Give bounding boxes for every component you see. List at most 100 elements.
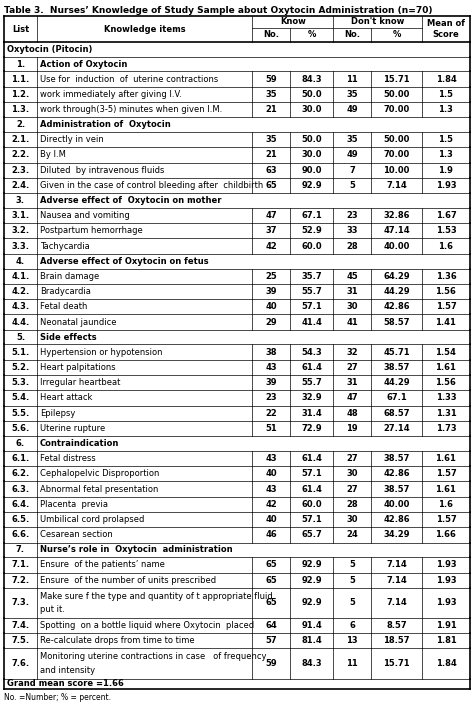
Text: Re-calculate drops from time to time: Re-calculate drops from time to time [40, 636, 194, 646]
Text: 44.29: 44.29 [383, 287, 410, 296]
Text: 1.6: 1.6 [438, 500, 454, 509]
Text: work through(3-5) minutes when given I.M.: work through(3-5) minutes when given I.M… [40, 105, 222, 114]
Text: No. =Number; % = percent.: No. =Number; % = percent. [4, 693, 111, 702]
Text: Abnormal fetal presentation: Abnormal fetal presentation [40, 484, 158, 493]
Text: Action of Oxytocin: Action of Oxytocin [40, 59, 128, 69]
Text: 4.: 4. [16, 257, 25, 266]
Text: 5.2.: 5.2. [11, 362, 29, 372]
Text: 1.57: 1.57 [436, 302, 456, 312]
Text: 2.: 2. [16, 120, 25, 129]
Text: 84.3: 84.3 [301, 659, 322, 668]
Text: 42: 42 [265, 241, 277, 251]
Text: 40: 40 [265, 515, 277, 524]
Text: 50.00: 50.00 [383, 90, 410, 99]
Text: 18.57: 18.57 [383, 636, 410, 646]
Text: By I.M: By I.M [40, 151, 66, 159]
Text: Spotting  on a bottle liquid where Oxytocin  placed: Spotting on a bottle liquid where Oxytoc… [40, 621, 254, 630]
Text: 45.71: 45.71 [383, 348, 410, 357]
Text: Diluted  by intravenous fluids: Diluted by intravenous fluids [40, 166, 164, 175]
Text: 32.86: 32.86 [383, 211, 410, 220]
Text: 67.1: 67.1 [301, 211, 322, 220]
Text: 1.9: 1.9 [438, 166, 453, 175]
Text: 13: 13 [346, 636, 358, 646]
Text: Fetal distress: Fetal distress [40, 454, 96, 463]
Text: 40: 40 [265, 302, 277, 312]
Text: 67.1: 67.1 [386, 394, 407, 402]
Text: 1.93: 1.93 [436, 561, 456, 569]
Text: 35: 35 [265, 90, 277, 99]
Text: 27: 27 [346, 484, 358, 493]
Text: 30: 30 [346, 302, 358, 312]
Text: 7.: 7. [16, 545, 25, 554]
Text: 43: 43 [265, 484, 277, 493]
Text: 30.0: 30.0 [301, 151, 322, 159]
Text: 1.57: 1.57 [436, 515, 456, 524]
Text: 7.2.: 7.2. [11, 576, 29, 585]
Text: Umbilical cord prolapsed: Umbilical cord prolapsed [40, 515, 144, 524]
Text: 30: 30 [346, 515, 358, 524]
Text: 4.1.: 4.1. [11, 272, 29, 280]
Text: Administration of  Oxytocin: Administration of Oxytocin [40, 120, 171, 129]
Text: 48: 48 [346, 409, 358, 418]
Text: 61.4: 61.4 [301, 362, 322, 372]
Text: Don't know: Don't know [351, 18, 404, 26]
Text: 47: 47 [346, 394, 358, 402]
Text: 42.86: 42.86 [383, 515, 410, 524]
Text: 2.2.: 2.2. [11, 151, 29, 159]
Text: 47: 47 [265, 211, 277, 220]
Text: 39: 39 [265, 287, 277, 296]
Text: 65.7: 65.7 [301, 530, 322, 539]
Text: 92.9: 92.9 [301, 576, 322, 585]
Text: Irregular heartbeat: Irregular heartbeat [40, 378, 120, 387]
Text: 46: 46 [265, 530, 277, 539]
Text: 2.4.: 2.4. [11, 181, 29, 190]
Text: 1.93: 1.93 [436, 576, 456, 585]
Text: Brain damage: Brain damage [40, 272, 99, 280]
Text: 5.5.: 5.5. [11, 409, 29, 418]
Text: 3.1.: 3.1. [11, 211, 29, 220]
Text: 65: 65 [265, 598, 277, 607]
Text: 39: 39 [265, 378, 277, 387]
Text: 61.4: 61.4 [301, 454, 322, 463]
Text: Cesarean section: Cesarean section [40, 530, 113, 539]
Text: 40: 40 [265, 469, 277, 479]
Text: 5.1.: 5.1. [11, 348, 29, 357]
Text: Ensure  of the patients’ name: Ensure of the patients’ name [40, 561, 165, 569]
Text: 50.00: 50.00 [383, 135, 410, 144]
Text: 40.00: 40.00 [383, 500, 410, 509]
Text: 1.61: 1.61 [436, 454, 456, 463]
Text: 7: 7 [349, 166, 355, 175]
Text: Use for  induction  of  uterine contractions: Use for induction of uterine contraction… [40, 74, 218, 84]
Text: 27: 27 [346, 362, 358, 372]
Text: 55.7: 55.7 [301, 378, 322, 387]
Text: Heart palpitations: Heart palpitations [40, 362, 116, 372]
Text: Table 3.  Nurses’ Knowledge of Study Sample about Oxytocin Administration (n=70): Table 3. Nurses’ Knowledge of Study Samp… [4, 6, 432, 15]
Text: put it.: put it. [40, 605, 65, 614]
Text: 49: 49 [346, 151, 358, 159]
Text: 7.14: 7.14 [386, 181, 407, 190]
Text: List: List [12, 25, 29, 33]
Text: 7.1.: 7.1. [11, 561, 29, 569]
Text: 64: 64 [265, 621, 277, 630]
Text: 5.6.: 5.6. [11, 424, 29, 433]
Text: 40.00: 40.00 [383, 241, 410, 251]
Text: 92.9: 92.9 [301, 561, 322, 569]
Text: 1.1.: 1.1. [11, 74, 29, 84]
Text: 1.93: 1.93 [436, 181, 456, 190]
Text: 68.57: 68.57 [383, 409, 410, 418]
Text: 57.1: 57.1 [301, 469, 322, 479]
Text: 1.3: 1.3 [438, 105, 453, 114]
Text: Nausea and vomiting: Nausea and vomiting [40, 211, 130, 220]
Text: 57.1: 57.1 [301, 302, 322, 312]
Text: 7.4.: 7.4. [11, 621, 29, 630]
Text: 59: 59 [265, 74, 277, 84]
Text: 4.3.: 4.3. [11, 302, 29, 312]
Text: 3.3.: 3.3. [11, 241, 29, 251]
Text: Heart attack: Heart attack [40, 394, 92, 402]
Text: 23: 23 [346, 211, 358, 220]
Text: 58.57: 58.57 [383, 317, 410, 326]
Text: 5.: 5. [16, 333, 25, 341]
Text: 70.00: 70.00 [383, 151, 410, 159]
Text: 5: 5 [349, 181, 355, 190]
Text: 35: 35 [265, 135, 277, 144]
